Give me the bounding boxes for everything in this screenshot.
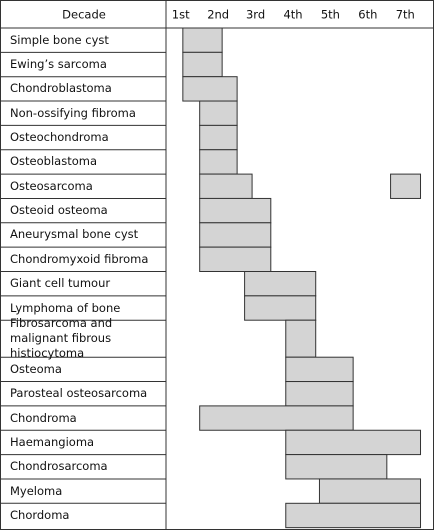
x-tick-label: 7th xyxy=(396,8,415,22)
range-bar xyxy=(285,502,422,529)
range-bar xyxy=(199,197,272,224)
row-label: Giant cell tumour xyxy=(10,276,111,291)
x-axis-label: Decade xyxy=(62,8,106,22)
row-label: Chondroblastoma xyxy=(10,81,112,96)
range-bar xyxy=(199,405,354,431)
x-tick-label: 1st xyxy=(172,8,190,22)
row-label: Osteoid osteoma xyxy=(10,203,108,218)
range-bar xyxy=(244,295,317,321)
row-label: Aneurysmal bone cyst xyxy=(10,227,139,242)
range-bar xyxy=(285,319,317,358)
x-tick-label: 4th xyxy=(283,8,302,22)
row-label: Osteoma xyxy=(10,361,62,376)
row-label: Parosteal osteosarcoma xyxy=(10,386,148,401)
range-bar xyxy=(199,246,272,272)
range-bar xyxy=(199,100,238,126)
row-label: Chondromyxoid fibroma xyxy=(10,251,149,266)
range-bar xyxy=(182,27,223,53)
range-bar xyxy=(182,76,238,102)
range-bar xyxy=(318,478,422,504)
range-bar xyxy=(244,271,317,297)
range-bar xyxy=(285,356,354,383)
range-bar xyxy=(199,149,238,175)
row-label: Osteoblastoma xyxy=(10,154,97,169)
range-bar xyxy=(285,381,354,407)
row-label: Chordoma xyxy=(10,507,70,522)
range-bar xyxy=(199,173,253,199)
range-bar xyxy=(390,173,422,199)
range-bar xyxy=(285,429,422,456)
row-label: Simple bone cyst xyxy=(10,32,109,47)
row-label: Chondroma xyxy=(10,410,77,425)
row-label: Lymphoma of bone xyxy=(10,300,121,315)
row-label: Fibrosarcoma and malignant fibrous histi… xyxy=(10,316,113,361)
x-tick-label: 2nd xyxy=(207,8,229,22)
range-bar xyxy=(199,124,238,151)
x-tick-label: 3rd xyxy=(246,8,265,22)
range-bar xyxy=(199,222,272,248)
x-tick-label: 5th xyxy=(321,8,340,22)
row-label: Haemangioma xyxy=(10,434,95,449)
range-bar xyxy=(285,454,388,480)
row-label: Chondrosarcoma xyxy=(10,459,108,474)
row-label: Myeloma xyxy=(10,483,63,498)
row-label: Osteosarcoma xyxy=(10,178,93,193)
row-label: Non-ossifying fibroma xyxy=(10,105,136,120)
range-bar xyxy=(182,51,223,78)
x-tick-label: 6th xyxy=(358,8,377,22)
row-label: Osteochondroma xyxy=(10,130,109,145)
row-label: Ewing’s sarcoma xyxy=(10,57,107,72)
